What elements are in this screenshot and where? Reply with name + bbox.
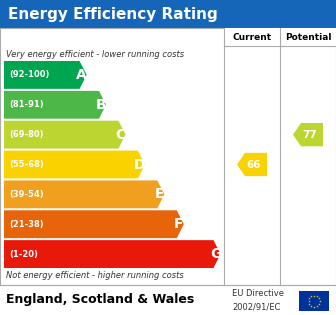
Bar (0, 0, 336, 28)
Bar (224, 28, 280, 46)
Text: A: A (76, 68, 87, 82)
Polygon shape (4, 121, 125, 149)
Text: (1-20): (1-20) (9, 249, 38, 259)
Text: C: C (115, 128, 126, 142)
Polygon shape (4, 180, 164, 208)
Text: Energy Efficiency Rating: Energy Efficiency Rating (8, 7, 218, 21)
Text: D: D (134, 158, 146, 171)
Polygon shape (4, 210, 184, 238)
Text: (55-68): (55-68) (9, 160, 44, 169)
Text: E: E (155, 187, 164, 201)
Text: (21-38): (21-38) (9, 220, 44, 229)
Text: Very energy efficient - lower running costs: Very energy efficient - lower running co… (6, 50, 184, 59)
Text: 77: 77 (303, 130, 318, 140)
Polygon shape (4, 61, 87, 89)
Text: 66: 66 (247, 159, 261, 169)
Polygon shape (237, 153, 267, 176)
Text: Not energy efficient - higher running costs: Not energy efficient - higher running co… (6, 271, 184, 280)
Text: (81-91): (81-91) (9, 100, 44, 109)
Text: (92-100): (92-100) (9, 71, 49, 79)
Polygon shape (293, 123, 323, 146)
Polygon shape (4, 240, 220, 268)
Text: Current: Current (233, 32, 271, 42)
Bar (299, 291, 329, 311)
Text: (39-54): (39-54) (9, 190, 44, 199)
Text: (69-80): (69-80) (9, 130, 43, 139)
Text: G: G (210, 247, 221, 261)
Text: F: F (174, 217, 183, 231)
Text: England, Scotland & Wales: England, Scotland & Wales (6, 294, 194, 306)
Polygon shape (4, 91, 106, 119)
Text: Potential: Potential (285, 32, 331, 42)
Text: B: B (96, 98, 107, 112)
Bar (280, 28, 336, 46)
Bar (0, 285, 336, 315)
Polygon shape (4, 151, 145, 178)
Text: EU Directive: EU Directive (232, 289, 284, 298)
Bar (0, 28, 336, 285)
Text: 2002/91/EC: 2002/91/EC (232, 302, 280, 311)
